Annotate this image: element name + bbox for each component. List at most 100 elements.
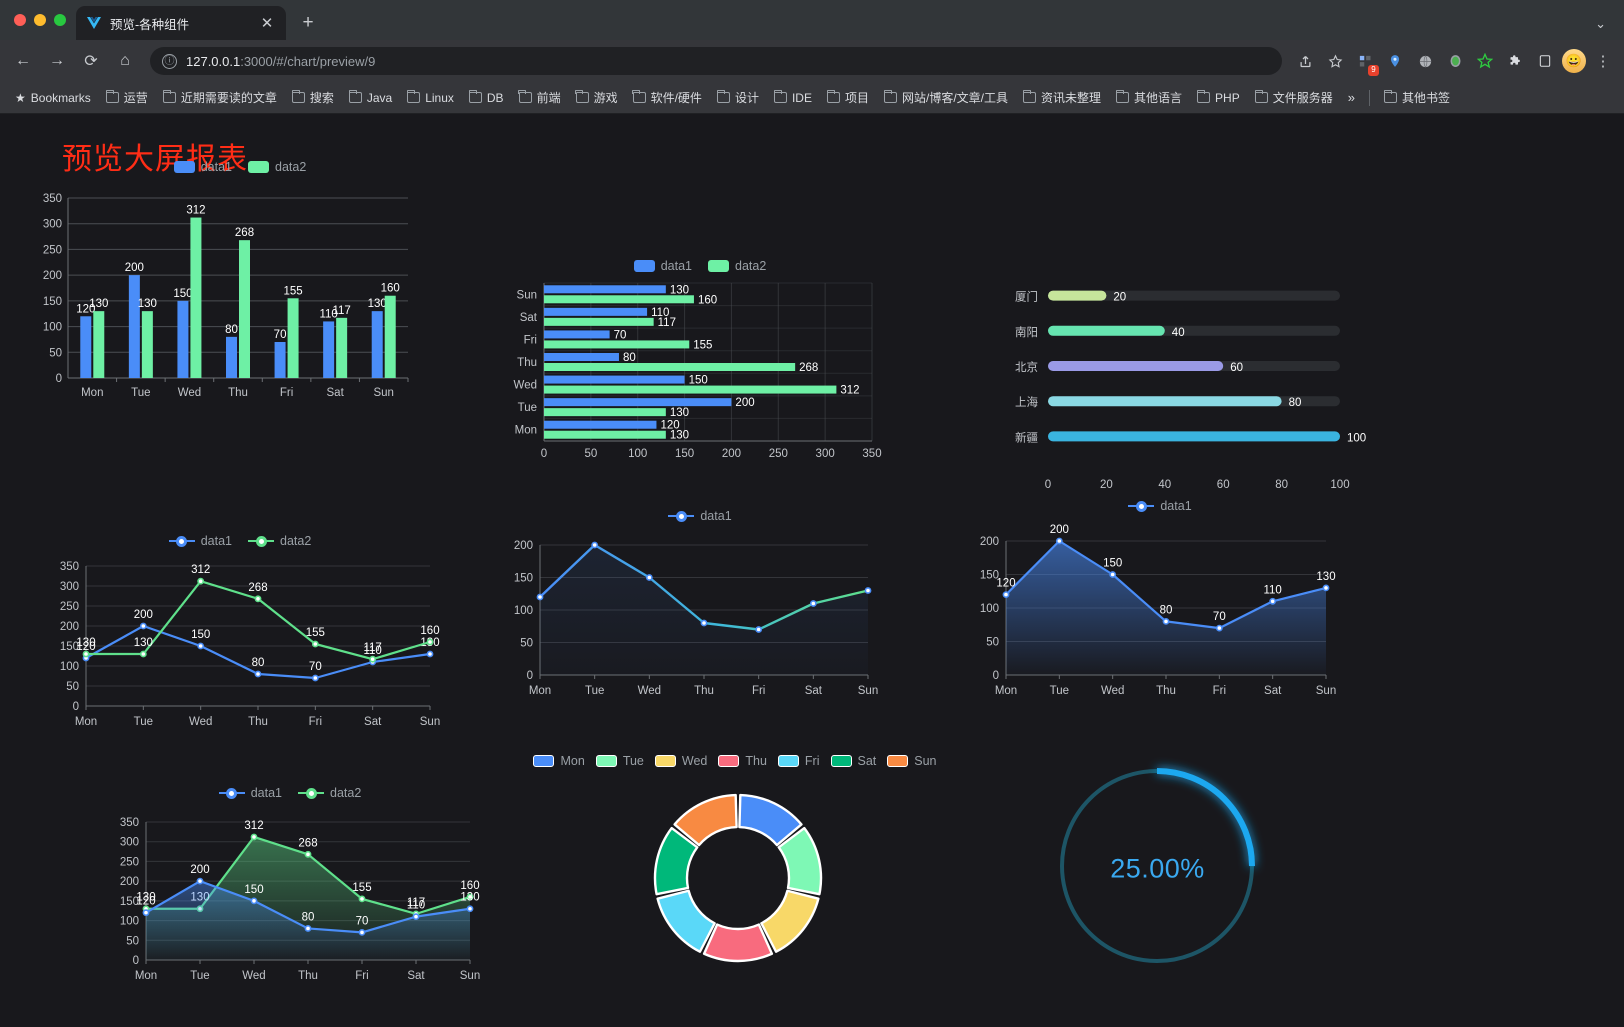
- bookmark-item[interactable]: 搜索: [286, 86, 340, 109]
- bookmark-item[interactable]: 运营: [100, 86, 154, 109]
- bookmark-item[interactable]: 其他语言: [1110, 86, 1188, 109]
- data-point: [466, 893, 474, 901]
- x-tick-label: Sun: [373, 387, 393, 399]
- legend-swatch: [654, 755, 676, 767]
- legend-marker-data1: [168, 535, 195, 547]
- sidepanel-icon[interactable]: [1532, 48, 1558, 74]
- bookmark-item[interactable]: 网站/博客/文章/工具: [878, 86, 1014, 109]
- point-value-label: 150: [191, 629, 210, 641]
- legend-item[interactable]: data2: [298, 786, 361, 800]
- point-value-label: 160: [460, 880, 479, 892]
- location-pin-icon[interactable]: [1382, 48, 1408, 74]
- y-tick-label: 250: [43, 244, 62, 256]
- star-icon[interactable]: [1322, 48, 1348, 74]
- bookmark-item[interactable]: 近期需要读的文章: [157, 86, 283, 109]
- bookmark-item[interactable]: 软件/硬件: [627, 86, 708, 109]
- y-tick-label: 0: [73, 701, 79, 713]
- bookmark-other[interactable]: 其他书签: [1378, 86, 1456, 109]
- window-close-button[interactable]: [14, 14, 26, 26]
- bookmark-item[interactable]: 设计: [711, 86, 765, 109]
- progress-value-label: 60: [1230, 362, 1243, 374]
- puzzle-piece-icon[interactable]: [1502, 48, 1528, 74]
- bar: [323, 321, 335, 378]
- point-value-label: 312: [244, 820, 263, 832]
- browser-tab[interactable]: 预览-各种组件 ✕: [76, 6, 286, 40]
- extension-puzzle-blue-icon[interactable]: 9: [1352, 48, 1379, 76]
- star-green-icon[interactable]: [1472, 48, 1498, 74]
- point-value-label: 200: [1050, 524, 1069, 536]
- donut-plot: [653, 793, 823, 963]
- bookmark-item[interactable]: 项目: [821, 86, 875, 109]
- legend-item[interactable]: data1: [173, 160, 232, 174]
- globe-grey-icon[interactable]: [1412, 48, 1438, 74]
- chevron-down-icon[interactable]: ⌄: [1595, 16, 1606, 31]
- share-icon[interactable]: [1292, 48, 1318, 74]
- circle-green-icon[interactable]: [1442, 48, 1468, 74]
- legend-item[interactable]: data1: [1128, 499, 1192, 513]
- point-value-label: 155: [352, 882, 371, 894]
- point-value-label: 80: [302, 911, 315, 923]
- folder-icon: [162, 89, 176, 103]
- window-maximize-button[interactable]: [54, 14, 66, 26]
- bookmark-item[interactable]: Linux: [401, 88, 460, 108]
- bar-value-label: 200: [735, 397, 754, 409]
- legend-item[interactable]: data2: [708, 259, 766, 273]
- point-value-label: 150: [244, 884, 263, 896]
- y-tick-label: 200: [60, 621, 79, 633]
- bookmark-label: 软件/硬件: [650, 91, 702, 105]
- browser-menu-icon[interactable]: ⋮: [1595, 53, 1611, 70]
- bar: [544, 317, 654, 326]
- avatar[interactable]: 😀: [1562, 49, 1586, 73]
- bookmark-item[interactable]: IDE: [768, 88, 818, 108]
- x-tick-label: Tue: [190, 970, 209, 982]
- back-button[interactable]: ←: [15, 52, 31, 69]
- window-minimize-button[interactable]: [34, 14, 46, 26]
- bookmark-item[interactable]: DB: [463, 88, 510, 108]
- home-button[interactable]: ⌂: [120, 52, 130, 69]
- bookmarks-overflow-button[interactable]: »: [1347, 90, 1355, 105]
- legend-label: data1: [1160, 499, 1192, 513]
- legend-item[interactable]: data1: [168, 534, 232, 548]
- folder-icon: [518, 89, 532, 103]
- bookmark-item[interactable]: 前端: [513, 86, 567, 109]
- bookmark-item[interactable]: 游戏: [570, 86, 624, 109]
- legend-item[interactable]: data1: [218, 786, 282, 800]
- point-value-label: 70: [309, 661, 322, 673]
- legend-item[interactable]: Thu: [718, 754, 767, 768]
- reload-button[interactable]: ⟳: [84, 53, 98, 70]
- legend-item[interactable]: data1: [633, 259, 692, 273]
- legend-item[interactable]: data2: [248, 160, 306, 174]
- point-value-label: 160: [420, 625, 439, 637]
- info-icon[interactable]: ⓘ: [162, 53, 177, 69]
- bookmark-item[interactable]: 文件服务器: [1249, 86, 1339, 109]
- close-icon[interactable]: ✕: [260, 15, 274, 32]
- point-value-label: 200: [134, 609, 153, 621]
- forward-button[interactable]: →: [49, 52, 65, 69]
- legend-item[interactable]: Mon: [533, 754, 585, 768]
- legend-item[interactable]: data1: [668, 509, 732, 523]
- pie-slice: [673, 793, 738, 847]
- bar: [544, 385, 837, 394]
- bookmark-item[interactable]: PHP: [1191, 88, 1246, 108]
- x-tick-label: 250: [769, 448, 788, 460]
- bookmark-item[interactable]: 资讯未整理: [1017, 86, 1107, 109]
- legend-label: data2: [735, 259, 767, 273]
- legend-item[interactable]: Fri: [777, 754, 820, 768]
- legend-item[interactable]: Tue: [595, 754, 644, 768]
- data-point: [700, 619, 708, 627]
- x-tick-label: 40: [1158, 479, 1171, 491]
- bookmark-item[interactable]: Java: [343, 88, 398, 108]
- legend-item[interactable]: Sun: [887, 754, 937, 768]
- address-bar[interactable]: ⓘ 127.0.0.1:3000/#/chart/preview/9: [150, 47, 1282, 75]
- y-tick-label: 250: [60, 601, 79, 613]
- legend-item[interactable]: data2: [248, 534, 311, 548]
- bookmarks-root[interactable]: ★ Bookmarks: [9, 88, 97, 108]
- y-tick-label: 50: [986, 637, 999, 649]
- new-tab-button[interactable]: +: [302, 12, 314, 33]
- legend-item[interactable]: Sat: [830, 754, 876, 768]
- data-point: [466, 905, 474, 913]
- data-point: [197, 577, 205, 585]
- legend-item[interactable]: Wed: [654, 754, 707, 768]
- bar-value-label: 120: [76, 303, 95, 315]
- bar-value-label: 312: [840, 385, 859, 397]
